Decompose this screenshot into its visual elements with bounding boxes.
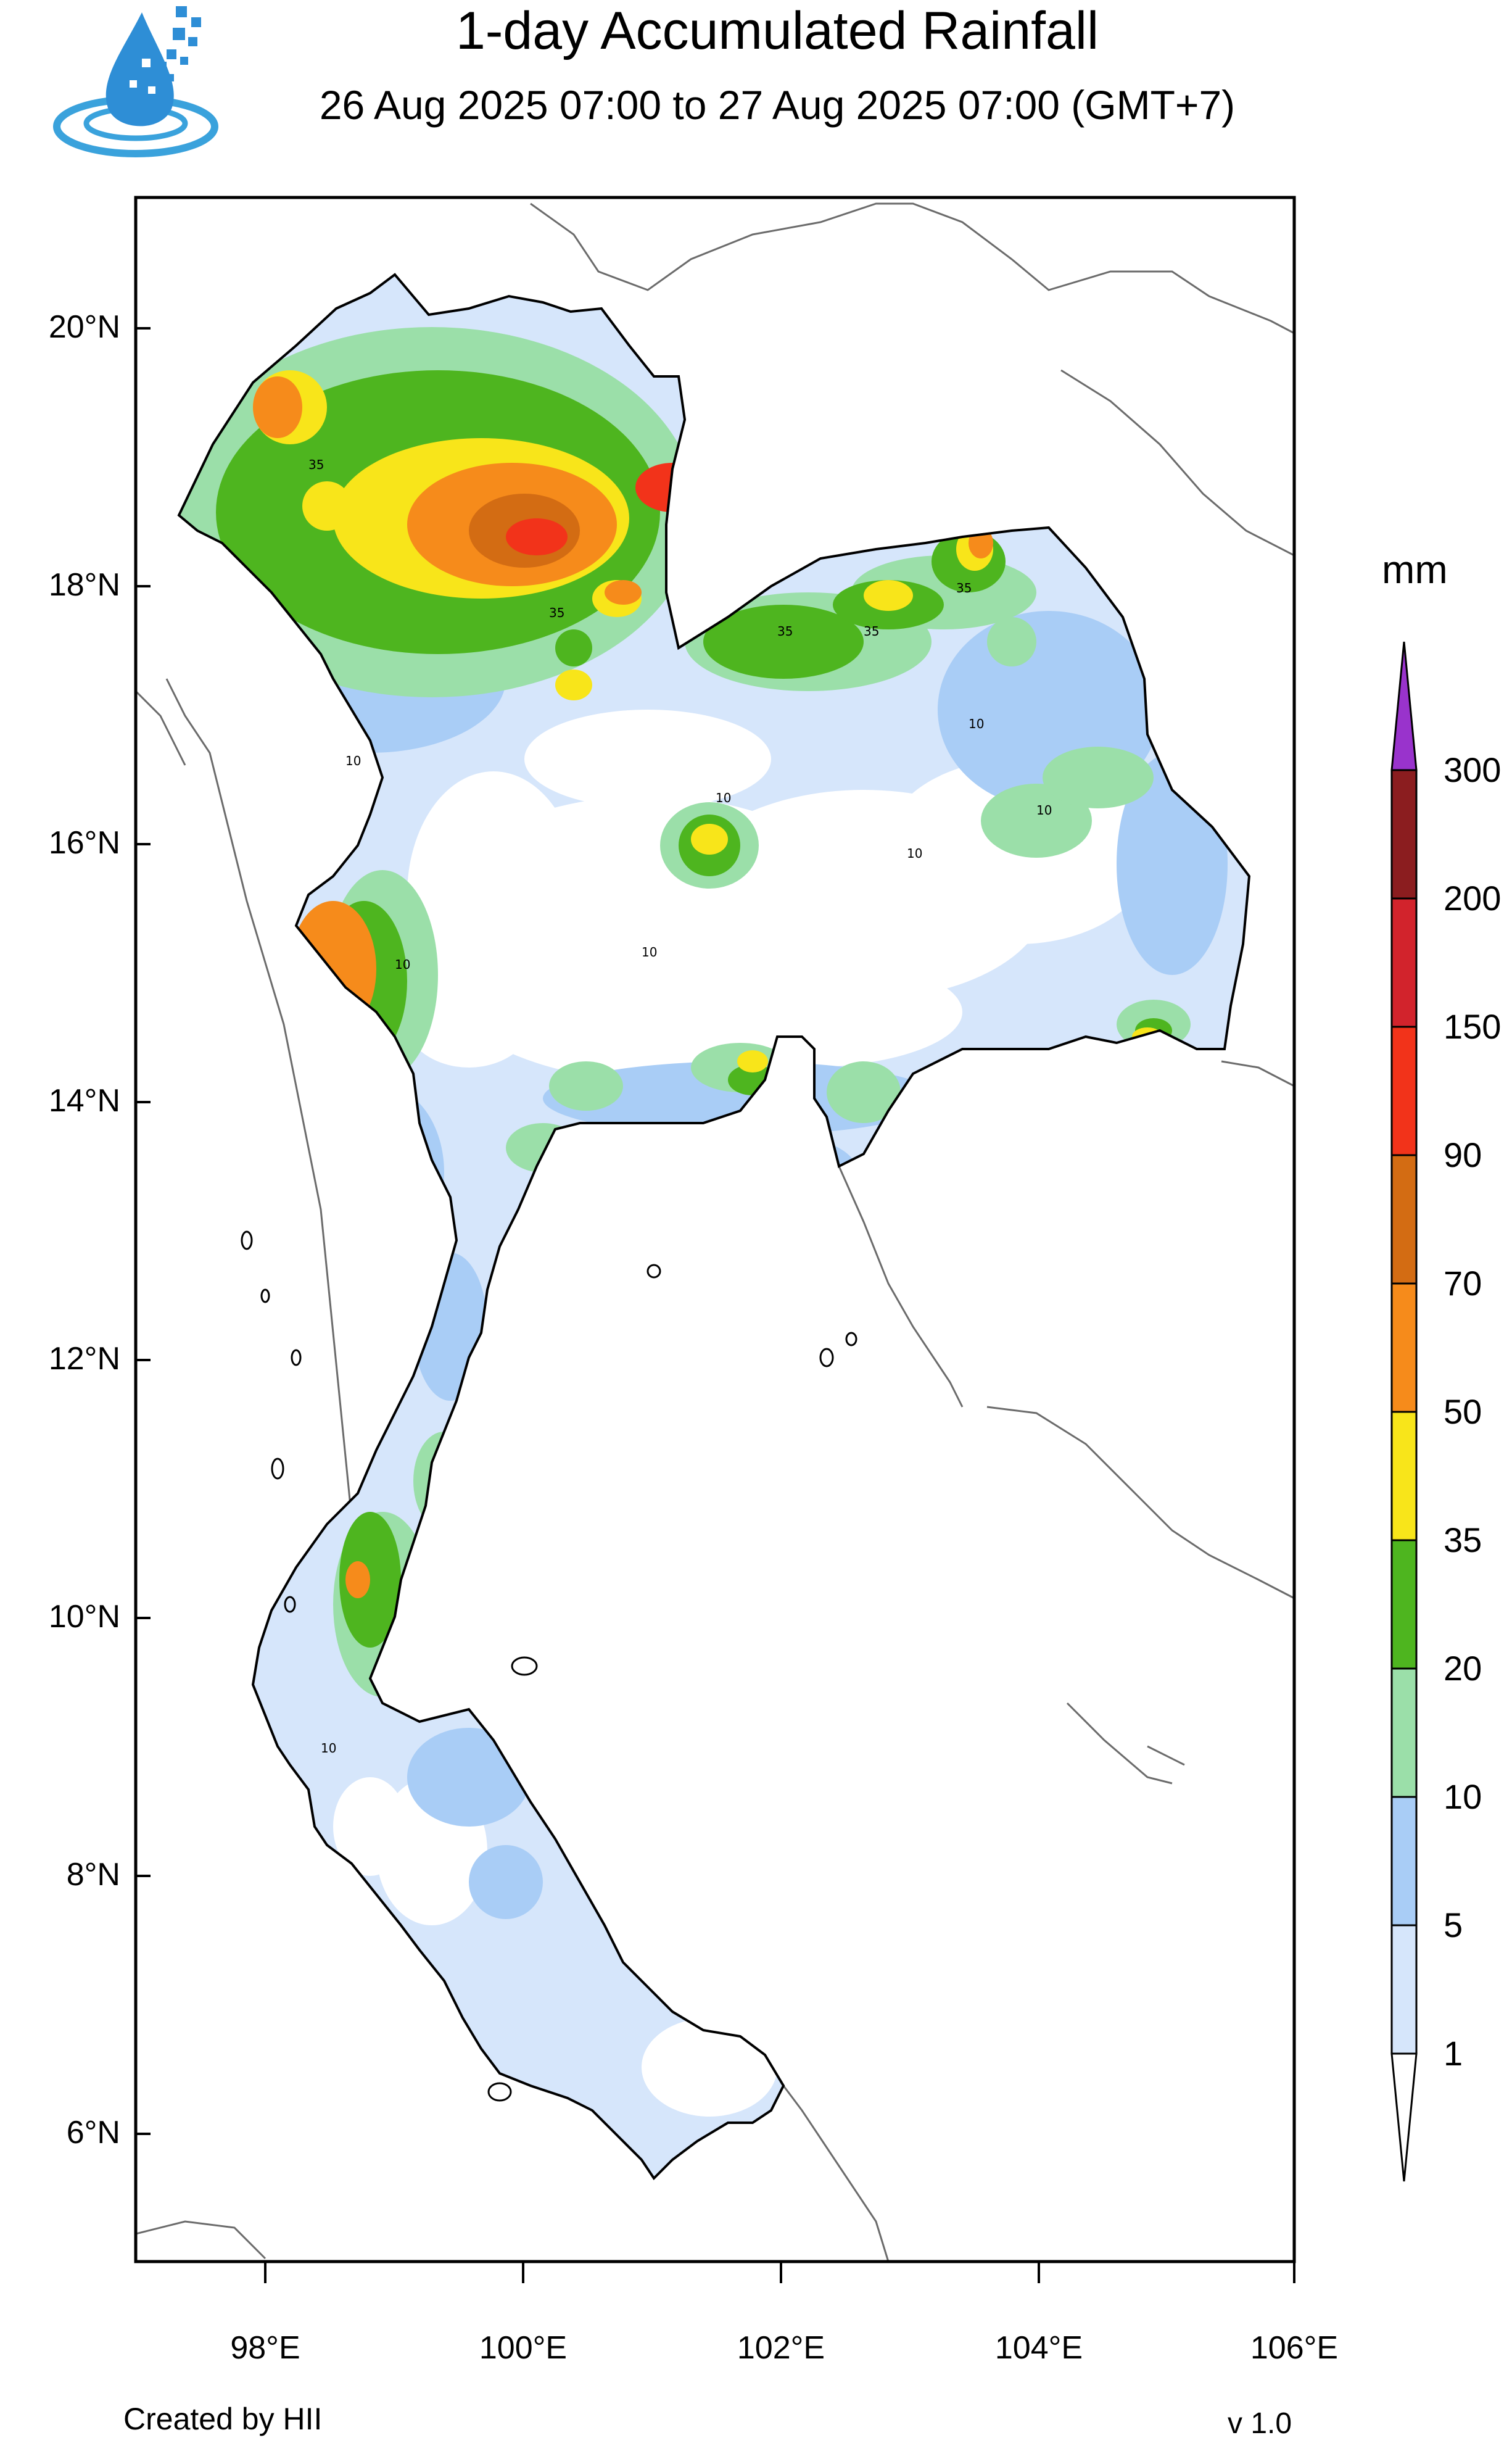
lon-label: 104°E — [994, 2330, 1083, 2366]
lat-label: 14°N — [48, 1083, 120, 1119]
contour-label: 10 — [907, 846, 922, 861]
colorbar-segment — [1390, 897, 1418, 1028]
colorbar-label: 5 — [1444, 1906, 1463, 1944]
lon-label: 106°E — [1250, 2330, 1339, 2366]
contour-label: 10 — [345, 753, 361, 768]
colorbar-top-arrow — [1390, 641, 1418, 771]
page-subtitle: 26 Aug 2025 07:00 to 27 Aug 2025 07:00 (… — [319, 82, 1236, 128]
lon-label: 102°E — [737, 2330, 825, 2366]
colorbar-segment — [1390, 769, 1418, 900]
colorbar-segment — [1390, 1154, 1418, 1285]
colorbar-label: 50 — [1444, 1392, 1482, 1431]
axis-ticks — [136, 327, 1295, 2283]
lat-label: 18°N — [48, 567, 120, 603]
colorbar-label: 20 — [1444, 1649, 1482, 1688]
lat-label: 10°N — [48, 1599, 120, 1635]
contour-label: 10 — [642, 945, 657, 960]
colorbar-label: 35 — [1444, 1520, 1482, 1559]
colorbar-label: 200 — [1444, 879, 1502, 918]
contour-label: 10 — [1036, 803, 1052, 818]
colorbar-segment — [1390, 1667, 1418, 1798]
contour-label: 35 — [777, 624, 793, 639]
contour-label: 10 — [321, 1741, 336, 1756]
colorbar-label: 1 — [1444, 2034, 1463, 2073]
colorbar-segment — [1390, 1282, 1418, 1413]
colorbar-segment — [1390, 1539, 1418, 1670]
lat-label: 6°N — [66, 2115, 120, 2151]
lat-label: 20°N — [48, 309, 120, 345]
lon-label: 100°E — [479, 2330, 568, 2366]
colorbar-label: 90 — [1444, 1135, 1482, 1174]
map-panel: 10 10 10 10 10 10 10 10 35 35 35 35 35 — [136, 197, 1294, 2262]
contour-label: 35 — [308, 457, 324, 472]
page-title: 1-day Accumulated Rainfall — [455, 1, 1099, 60]
contour-label: 10 — [395, 957, 410, 972]
hii-logo — [53, 6, 218, 157]
colorbar-segment — [1390, 1924, 1418, 2055]
colorbar-label: 10 — [1444, 1777, 1482, 1816]
colorbar-unit: mm — [1382, 547, 1448, 592]
colorbar — [1390, 641, 1418, 2182]
colorbar-segment — [1390, 1796, 1418, 1927]
contour-label: 35 — [956, 581, 972, 595]
colorbar-segment — [1390, 1411, 1418, 1541]
version-text: v 1.0 — [1228, 2407, 1292, 2440]
contour-label: 35 — [864, 624, 879, 639]
colorbar-bottom-arrow — [1390, 2052, 1418, 2182]
contour-label: 10 — [969, 716, 984, 731]
lat-label: 12°N — [48, 1341, 120, 1377]
credit-text: Created by HII — [123, 2402, 323, 2436]
colorbar-label: 70 — [1444, 1264, 1482, 1303]
lat-label: 16°N — [48, 825, 120, 861]
contour-labels: 10 10 10 10 10 10 10 10 35 35 35 35 35 — [308, 457, 1052, 1756]
map-frame — [134, 196, 1296, 2263]
islands — [241, 1230, 857, 2102]
contour-label: 10 — [716, 790, 731, 805]
colorbar-label: 300 — [1444, 750, 1502, 789]
contour-label: 35 — [549, 605, 564, 620]
neighbor-borders — [136, 202, 1294, 2262]
lat-label: 8°N — [66, 1857, 120, 1893]
lon-label: 98°E — [230, 2330, 300, 2366]
colorbar-label: 150 — [1444, 1007, 1502, 1046]
colorbar-segment — [1390, 1026, 1418, 1156]
